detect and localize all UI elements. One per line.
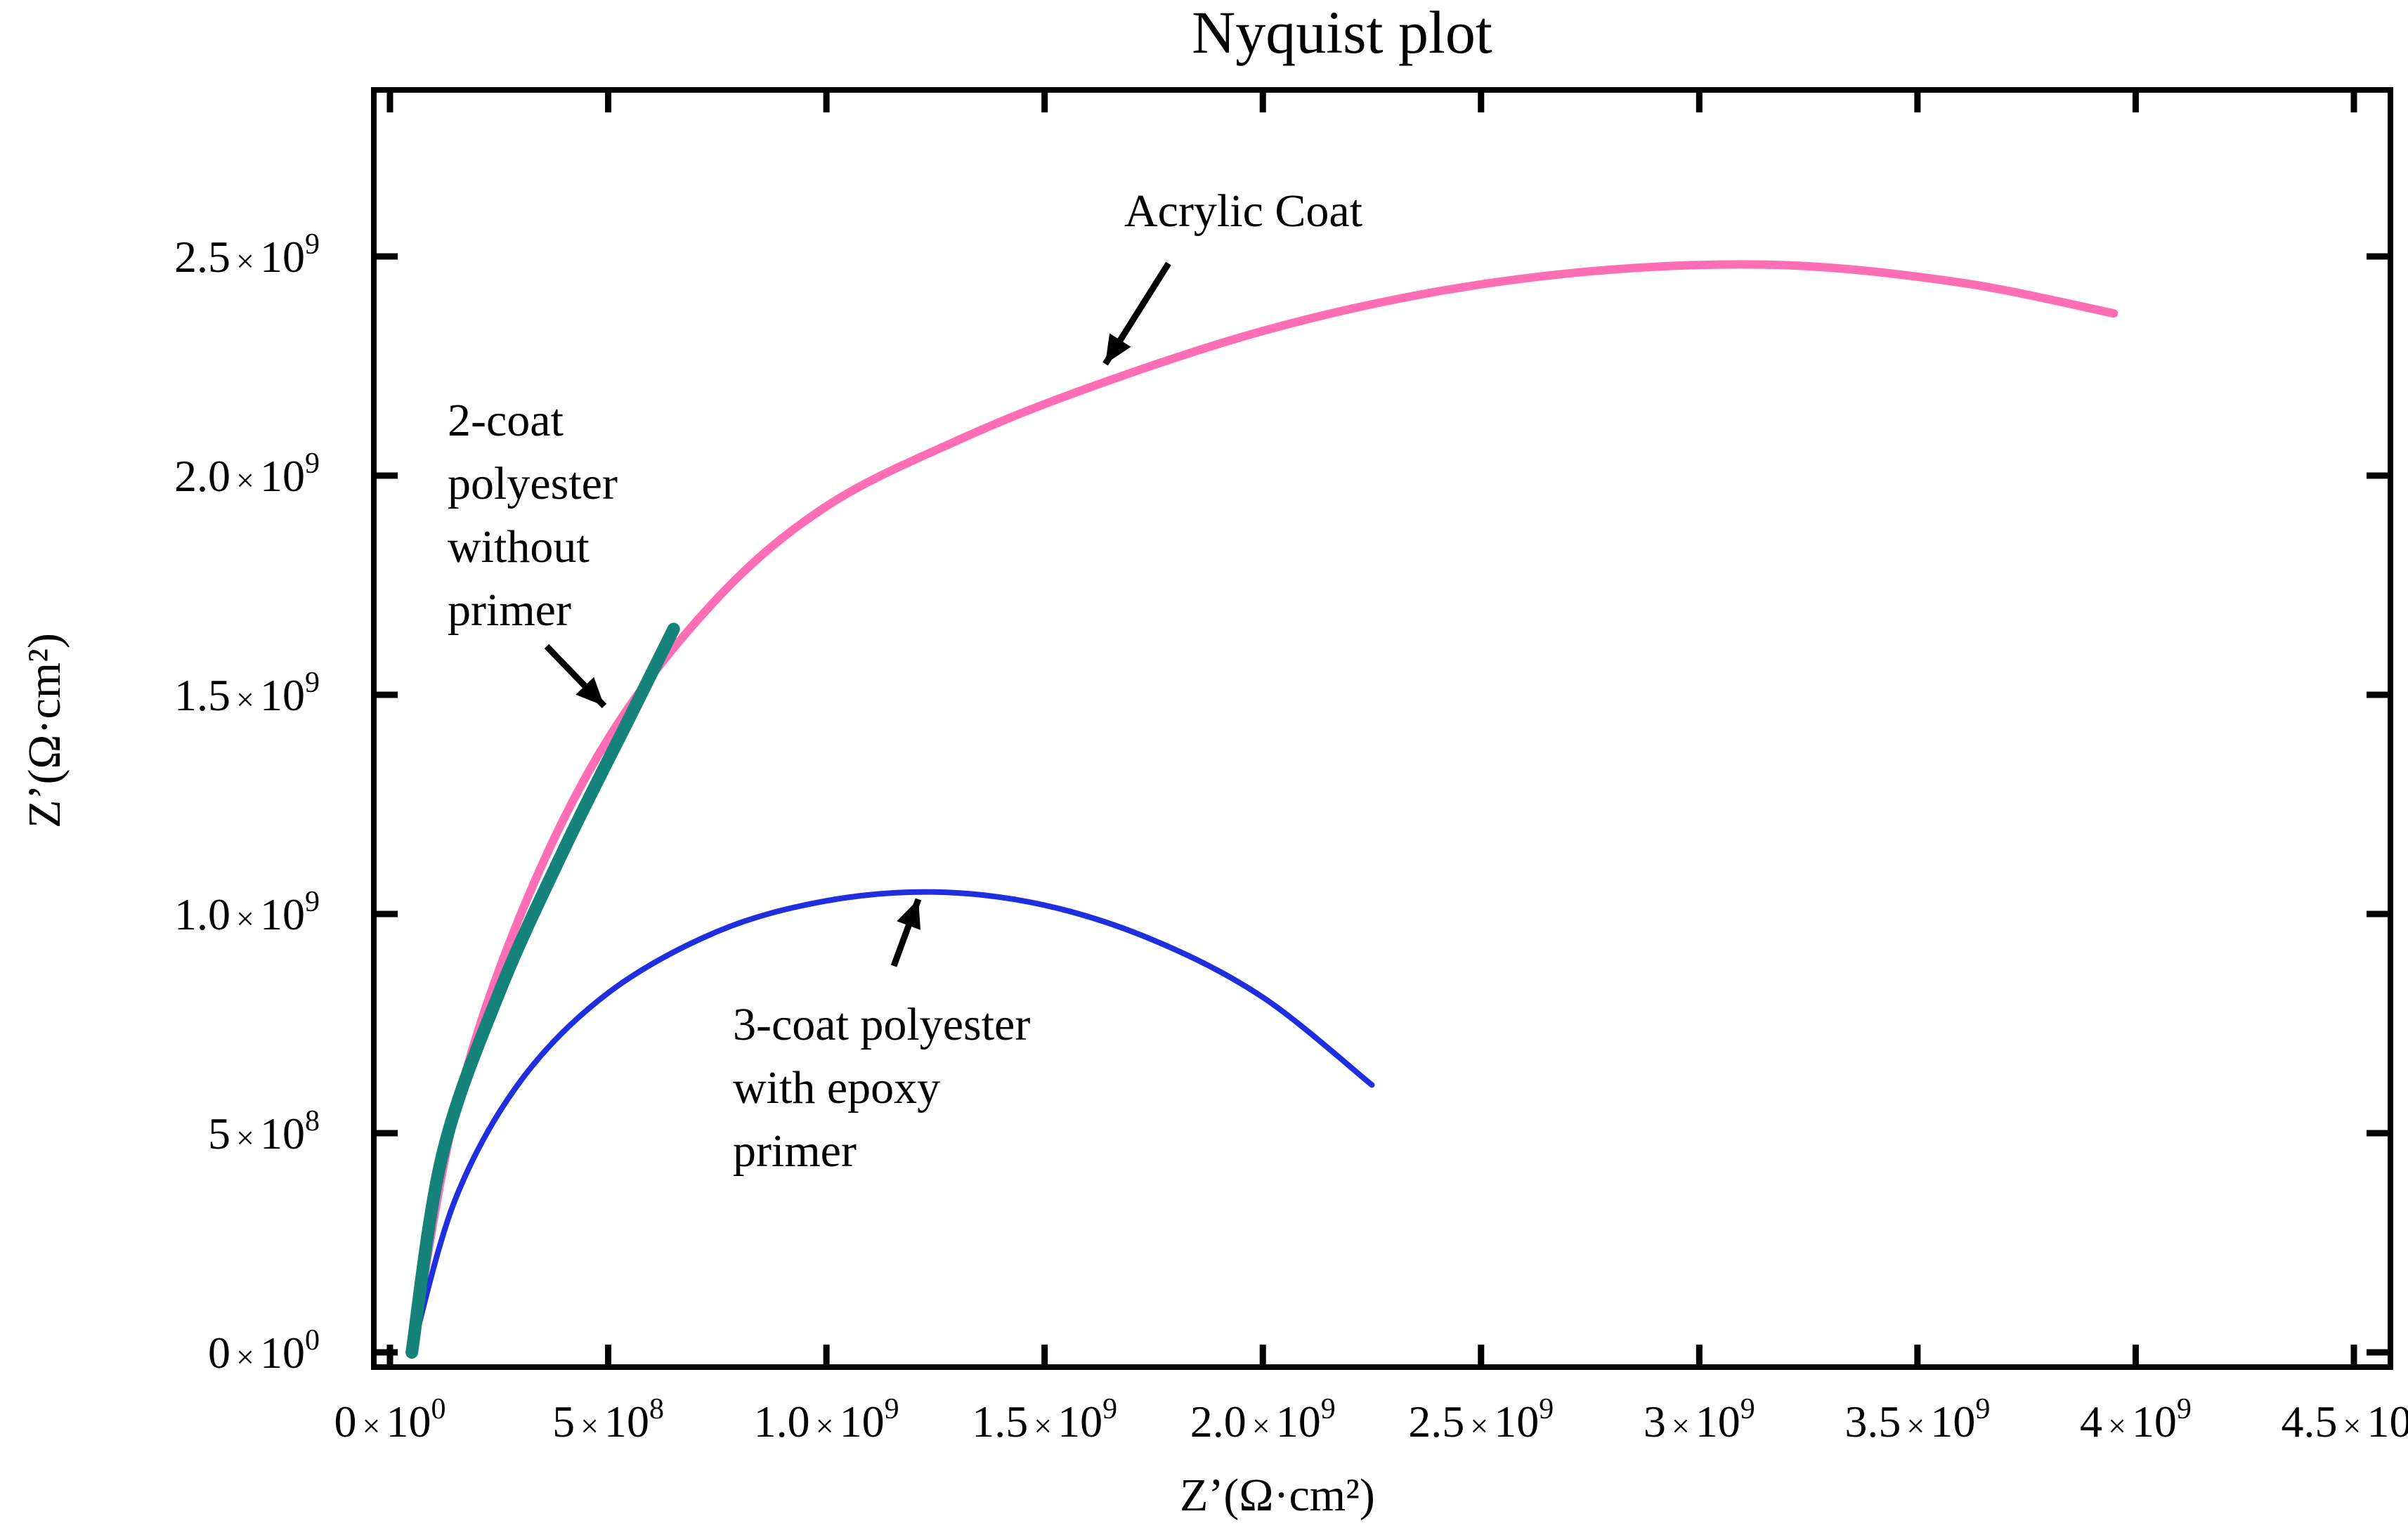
axis-ticks: 0 × 100 5 × 108 1.0 × 109 1.5 × 109 2.0 × 109 2.5 × 109 3 ×… [174, 90, 2408, 1446]
series-layer [405, 260, 2119, 1359]
x-tick-label: 3 × 109 [1644, 1393, 1755, 1446]
chart-title: Nyquist plot [1192, 0, 1492, 66]
y-axis-label: Z’(Ω·cm²) [19, 633, 70, 828]
x-tick-label: 5 × 108 [552, 1393, 664, 1446]
annotation-label: Acrylic Coat [1124, 185, 1362, 237]
series-line-2-coat-polyester-without-primer [405, 622, 680, 1359]
annotation-label: 3-coat polyester [733, 999, 1030, 1050]
y-tick-label: 5 × 108 [208, 1105, 320, 1158]
y-tick-label: 0 × 100 [208, 1324, 320, 1378]
annotation-label: primer [448, 584, 571, 636]
plot-frame [371, 87, 2393, 1370]
annotation-acrylic-coat: Acrylic Coat [1102, 185, 1362, 366]
x-tick-label: 0 × 100 [334, 1393, 446, 1446]
annotation-label: without [448, 521, 590, 573]
annotation-2-coat-polyester-without-primer: 2-coat polyester without primer [448, 395, 618, 709]
x-tick-label: 3.5 × 109 [1844, 1393, 1990, 1446]
annotation-arrowhead [897, 899, 921, 930]
y-tick-label: 2.0 × 109 [174, 448, 320, 501]
x-tick-label: 4.5×109 [2282, 1393, 2408, 1446]
y-tick-label: 2.5 × 109 [174, 228, 320, 282]
x-tick-label: 2.0 × 109 [1190, 1393, 1336, 1446]
series-line-3-coat-polyester-with-epoxy-primer [409, 889, 1375, 1355]
series-line-acrylic-coat [408, 260, 2119, 1357]
annotations-layer: Acrylic Coat 2-coat polyester without primer… [448, 185, 1362, 1177]
y-tick-label: 1.0 × 109 [174, 886, 320, 939]
x-tick-label: 2.5 × 109 [1408, 1393, 1554, 1446]
x-tick-label: 4 × 109 [2080, 1393, 2192, 1446]
y-tick-label: 1.5 × 109 [174, 667, 320, 720]
annotation-label: 2-coat [448, 395, 564, 446]
annotation-label: with epoxy [733, 1062, 940, 1113]
annotation-3-coat-polyester-with-epoxy-primer: 3-coat polyester with epoxy primer [733, 898, 1030, 1177]
annotation-label: polyester [448, 458, 618, 509]
x-tick-label: 1.0 × 109 [754, 1393, 899, 1446]
annotation-arrowhead [1105, 333, 1131, 364]
x-axis-label: Z’(Ω·cm²) [1180, 1470, 1375, 1521]
annotation-arrowhead [575, 677, 604, 706]
annotation-label: primer [733, 1125, 857, 1177]
x-tick-label: 1.5 × 109 [972, 1393, 1117, 1446]
